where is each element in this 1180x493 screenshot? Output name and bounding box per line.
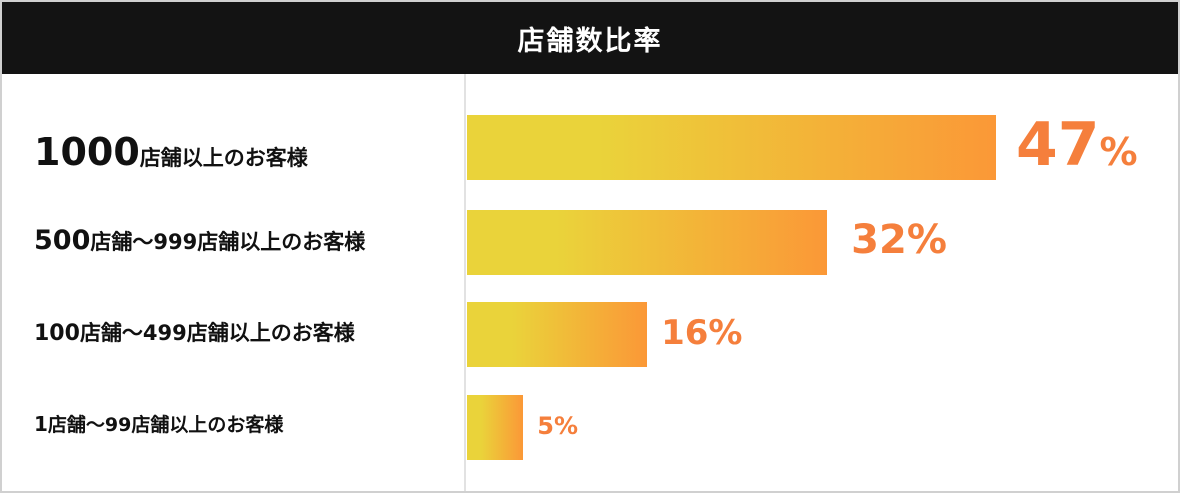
category-label: 100 店舗〜499店舗以上のお客様 [34,317,355,353]
category-number: 1 [34,412,48,436]
value-number: 16 [661,312,709,353]
category-text: 店舗以上のお客様 [139,146,308,170]
value-label: 32% [851,217,947,263]
category-number: 1000 [34,130,140,174]
category-text: 店舗〜999店舗以上のお客様 [90,230,366,254]
bar [467,115,996,180]
category-label: 500 店舗〜999店舗以上のお客様 [34,225,365,261]
value-label: 16% [661,313,742,353]
value-unit: % [1099,129,1138,174]
category-number: 100 [34,321,80,346]
value-number: 5 [537,412,554,441]
value-label: 5% [537,412,578,440]
value-unit: % [708,312,743,353]
chart-title: 店舗数比率 [2,2,1178,74]
value-number: 32 [851,217,907,264]
bar [467,395,524,460]
value-label: 47% [1016,110,1138,180]
category-text: 店舗〜99店舗以上のお客様 [47,414,284,436]
bar [467,302,648,367]
category-label: 1000 店舗以上のお客様 [34,130,308,174]
category-number: 500 [34,225,91,256]
category-text: 店舗〜499店舗以上のお客様 [79,321,355,345]
axis-divider [464,74,466,491]
bar [467,210,828,275]
value-unit: % [553,412,579,441]
category-label: 1 店舗〜99店舗以上のお客様 [34,410,283,446]
value-number: 47 [1016,109,1100,180]
value-unit: % [906,217,947,264]
